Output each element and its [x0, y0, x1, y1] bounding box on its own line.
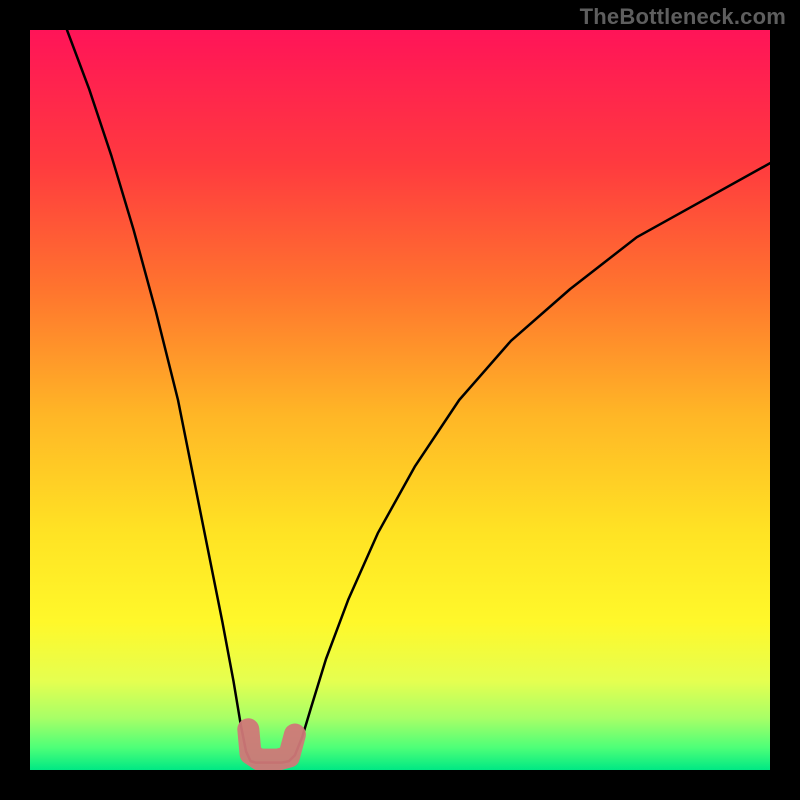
- gradient-background: [30, 30, 770, 770]
- bottleneck-plot: [30, 30, 770, 770]
- watermark-text: TheBottleneck.com: [580, 4, 786, 30]
- chart-frame: TheBottleneck.com: [0, 0, 800, 800]
